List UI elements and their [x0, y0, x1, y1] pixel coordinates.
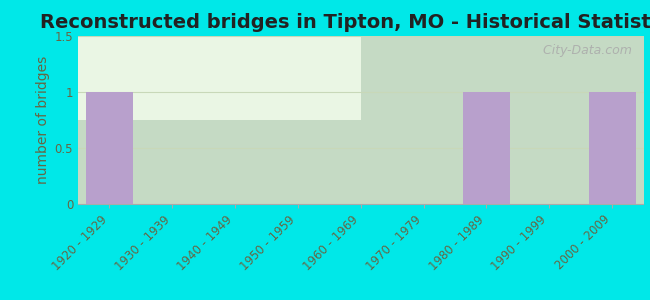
- Bar: [588, 92, 636, 204]
- Bar: [86, 92, 133, 204]
- Text: City-Data.com: City-Data.com: [531, 44, 632, 57]
- Title: Reconstructed bridges in Tipton, MO - Historical Statistics: Reconstructed bridges in Tipton, MO - Hi…: [40, 13, 650, 32]
- Y-axis label: number of bridges: number of bridges: [36, 56, 50, 184]
- Bar: [463, 92, 510, 204]
